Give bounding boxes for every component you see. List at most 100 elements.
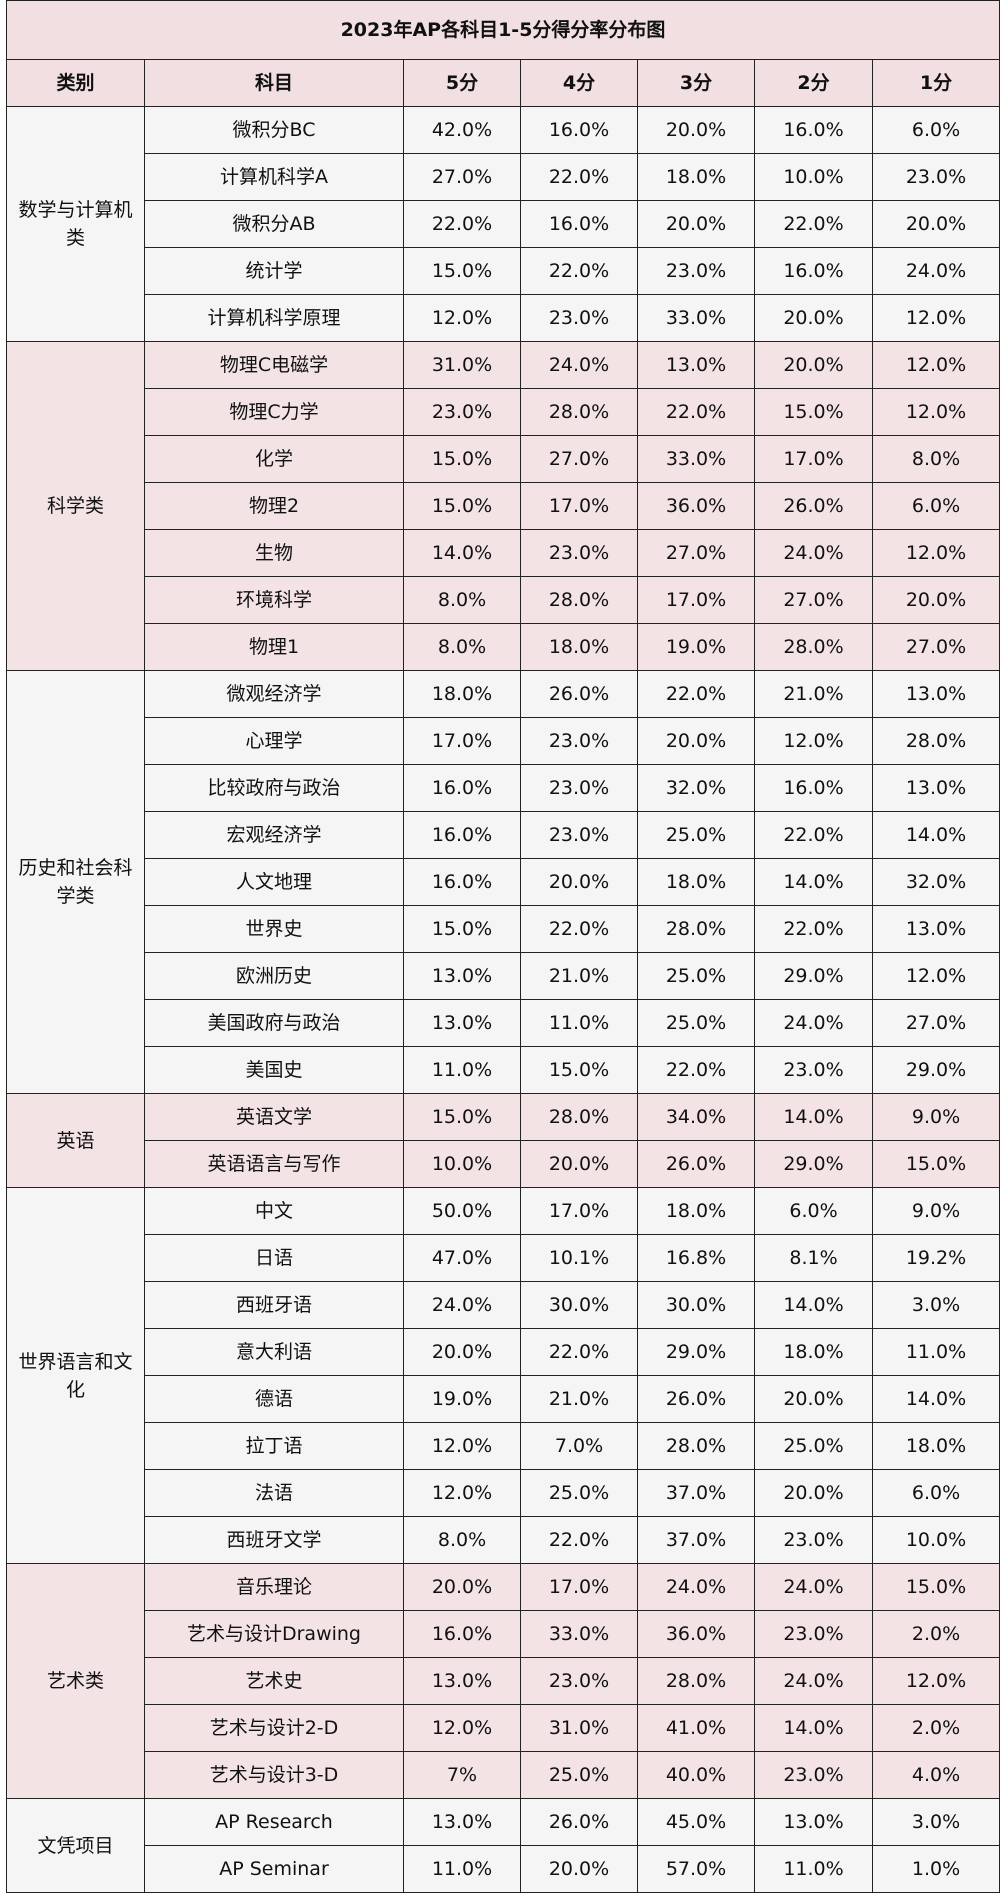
table-row: 欧洲历史 13.0% 21.0% 25.0% 29.0% 12.0% <box>7 952 1000 1000</box>
score-5-cell: 10.0% <box>403 1140 521 1188</box>
subject-cell: 英语语言与写作 <box>144 1140 404 1188</box>
table-row: 日语 47.0% 10.1% 16.8% 8.1% 19.2% <box>7 1234 1000 1282</box>
score-2-cell: 15.0% <box>754 388 873 436</box>
score-5-cell: 15.0% <box>403 435 521 483</box>
score-4-cell: 18.0% <box>520 623 638 671</box>
score-5-cell: 47.0% <box>403 1234 521 1282</box>
score-1-cell: 2.0% <box>871 1610 1000 1658</box>
table-row: 世界史 15.0% 22.0% 28.0% 22.0% 13.0% <box>7 905 1000 953</box>
score-4-cell: 16.0% <box>520 106 638 154</box>
subject-cell: 统计学 <box>144 247 404 295</box>
score-1-cell: 24.0% <box>871 247 1000 295</box>
score-2-cell: 10.0% <box>754 153 873 201</box>
score-5-cell: 7% <box>403 1751 521 1799</box>
subject-cell: 西班牙文学 <box>144 1516 404 1564</box>
score-4-cell: 7.0% <box>520 1422 638 1470</box>
score-1-cell: 12.0% <box>871 529 1000 577</box>
score-5-cell: 23.0% <box>403 388 521 436</box>
score-4-cell: 23.0% <box>520 1657 638 1705</box>
score-2-cell: 22.0% <box>754 811 873 859</box>
score-1-cell: 15.0% <box>871 1563 1000 1611</box>
subject-cell: 日语 <box>144 1234 404 1282</box>
score-2-cell: 25.0% <box>754 1422 873 1470</box>
category-cell: 艺术类 <box>6 1563 145 1799</box>
table-row: 艺术类 音乐理论 20.0% 17.0% 24.0% 24.0% 15.0% <box>6 1563 1000 1799</box>
subject-cell: 西班牙语 <box>144 1281 404 1329</box>
score-5-cell: 15.0% <box>403 905 521 953</box>
category-cell: 历史和社会科学类 <box>6 670 145 1094</box>
score-3-cell: 22.0% <box>637 670 755 718</box>
subject-cell: 意大利语 <box>144 1328 404 1376</box>
subject-cell: 化学 <box>144 435 404 483</box>
score-3-cell: 16.8% <box>637 1234 755 1282</box>
score-2-cell: 23.0% <box>754 1516 873 1564</box>
table-row: 物理1 8.0% 18.0% 19.0% 28.0% 27.0% <box>7 623 1000 671</box>
header-score-1: 1分 <box>871 59 1000 107</box>
score-3-cell: 40.0% <box>637 1751 755 1799</box>
score-2-cell: 8.1% <box>754 1234 873 1282</box>
score-4-cell: 28.0% <box>520 1093 638 1141</box>
score-3-cell: 26.0% <box>637 1375 755 1423</box>
subject-cell: AP Seminar <box>144 1845 404 1893</box>
score-5-cell: 16.0% <box>403 858 521 906</box>
table-row: 计算机科学原理 12.0% 23.0% 33.0% 20.0% 12.0% <box>7 294 1000 342</box>
score-2-cell: 11.0% <box>754 1845 873 1893</box>
score-2-cell: 16.0% <box>754 764 873 812</box>
table-row: 生物 14.0% 23.0% 27.0% 24.0% 12.0% <box>7 529 1000 577</box>
subject-cell: 物理1 <box>144 623 404 671</box>
table-row: 德语 19.0% 21.0% 26.0% 20.0% 14.0% <box>7 1375 1000 1423</box>
table-row: 物理2 15.0% 17.0% 36.0% 26.0% 6.0% <box>7 482 1000 530</box>
subject-cell: 心理学 <box>144 717 404 765</box>
score-3-cell: 28.0% <box>637 1657 755 1705</box>
score-2-cell: 22.0% <box>754 905 873 953</box>
score-5-cell: 11.0% <box>403 1845 521 1893</box>
score-5-cell: 12.0% <box>403 1704 521 1752</box>
subject-cell: 计算机科学A <box>144 153 404 201</box>
score-3-cell: 34.0% <box>637 1093 755 1141</box>
score-5-cell: 18.0% <box>403 670 521 718</box>
score-2-cell: 6.0% <box>754 1187 873 1235</box>
subject-cell: 生物 <box>144 529 404 577</box>
score-4-cell: 31.0% <box>520 1704 638 1752</box>
score-5-cell: 15.0% <box>403 1093 521 1141</box>
score-1-cell: 20.0% <box>871 576 1000 624</box>
score-3-cell: 29.0% <box>637 1328 755 1376</box>
score-5-cell: 8.0% <box>403 623 521 671</box>
table-row: 世界语言和文化 中文 50.0% 17.0% 18.0% 6.0% 9.0% <box>6 1187 1000 1564</box>
score-4-cell: 16.0% <box>520 200 638 248</box>
header-subject: 科目 <box>144 59 404 107</box>
score-4-cell: 22.0% <box>520 1516 638 1564</box>
table-row: 化学 15.0% 27.0% 33.0% 17.0% 8.0% <box>7 435 1000 483</box>
score-3-cell: 26.0% <box>637 1140 755 1188</box>
table-row: 统计学 15.0% 22.0% 23.0% 16.0% 24.0% <box>7 247 1000 295</box>
table-row: 环境科学 8.0% 28.0% 17.0% 27.0% 20.0% <box>7 576 1000 624</box>
score-4-cell: 15.0% <box>520 1046 638 1094</box>
score-1-cell: 10.0% <box>871 1516 1000 1564</box>
score-1-cell: 8.0% <box>871 435 1000 483</box>
score-3-cell: 57.0% <box>637 1845 755 1893</box>
subject-cell: 英语文学 <box>144 1093 404 1141</box>
score-3-cell: 25.0% <box>637 952 755 1000</box>
score-3-cell: 27.0% <box>637 529 755 577</box>
score-3-cell: 13.0% <box>637 341 755 389</box>
score-5-cell: 12.0% <box>403 1469 521 1517</box>
table-row: 计算机科学A 27.0% 22.0% 18.0% 10.0% 23.0% <box>7 153 1000 201</box>
score-3-cell: 20.0% <box>637 717 755 765</box>
score-3-cell: 33.0% <box>637 435 755 483</box>
subject-cell: AP Research <box>144 1798 404 1846</box>
score-3-cell: 20.0% <box>637 200 755 248</box>
score-1-cell: 14.0% <box>871 1375 1000 1423</box>
score-1-cell: 18.0% <box>871 1422 1000 1470</box>
header-score-3: 3分 <box>637 59 755 107</box>
header-score-5: 5分 <box>403 59 521 107</box>
score-4-cell: 22.0% <box>520 1328 638 1376</box>
score-4-cell: 26.0% <box>520 670 638 718</box>
subject-cell: 微积分AB <box>144 200 404 248</box>
table-row: 西班牙语 24.0% 30.0% 30.0% 14.0% 3.0% <box>7 1281 1000 1329</box>
score-4-cell: 22.0% <box>520 905 638 953</box>
table-row: 历史和社会科学类 微观经济学 18.0% 26.0% 22.0% 21.0% 13.0% <box>6 670 1000 1094</box>
score-1-cell: 1.0% <box>871 1845 1000 1893</box>
score-4-cell: 17.0% <box>520 1563 638 1611</box>
category-cell: 科学类 <box>6 341 145 671</box>
table-row: 人文地理 16.0% 20.0% 18.0% 14.0% 32.0% <box>7 858 1000 906</box>
